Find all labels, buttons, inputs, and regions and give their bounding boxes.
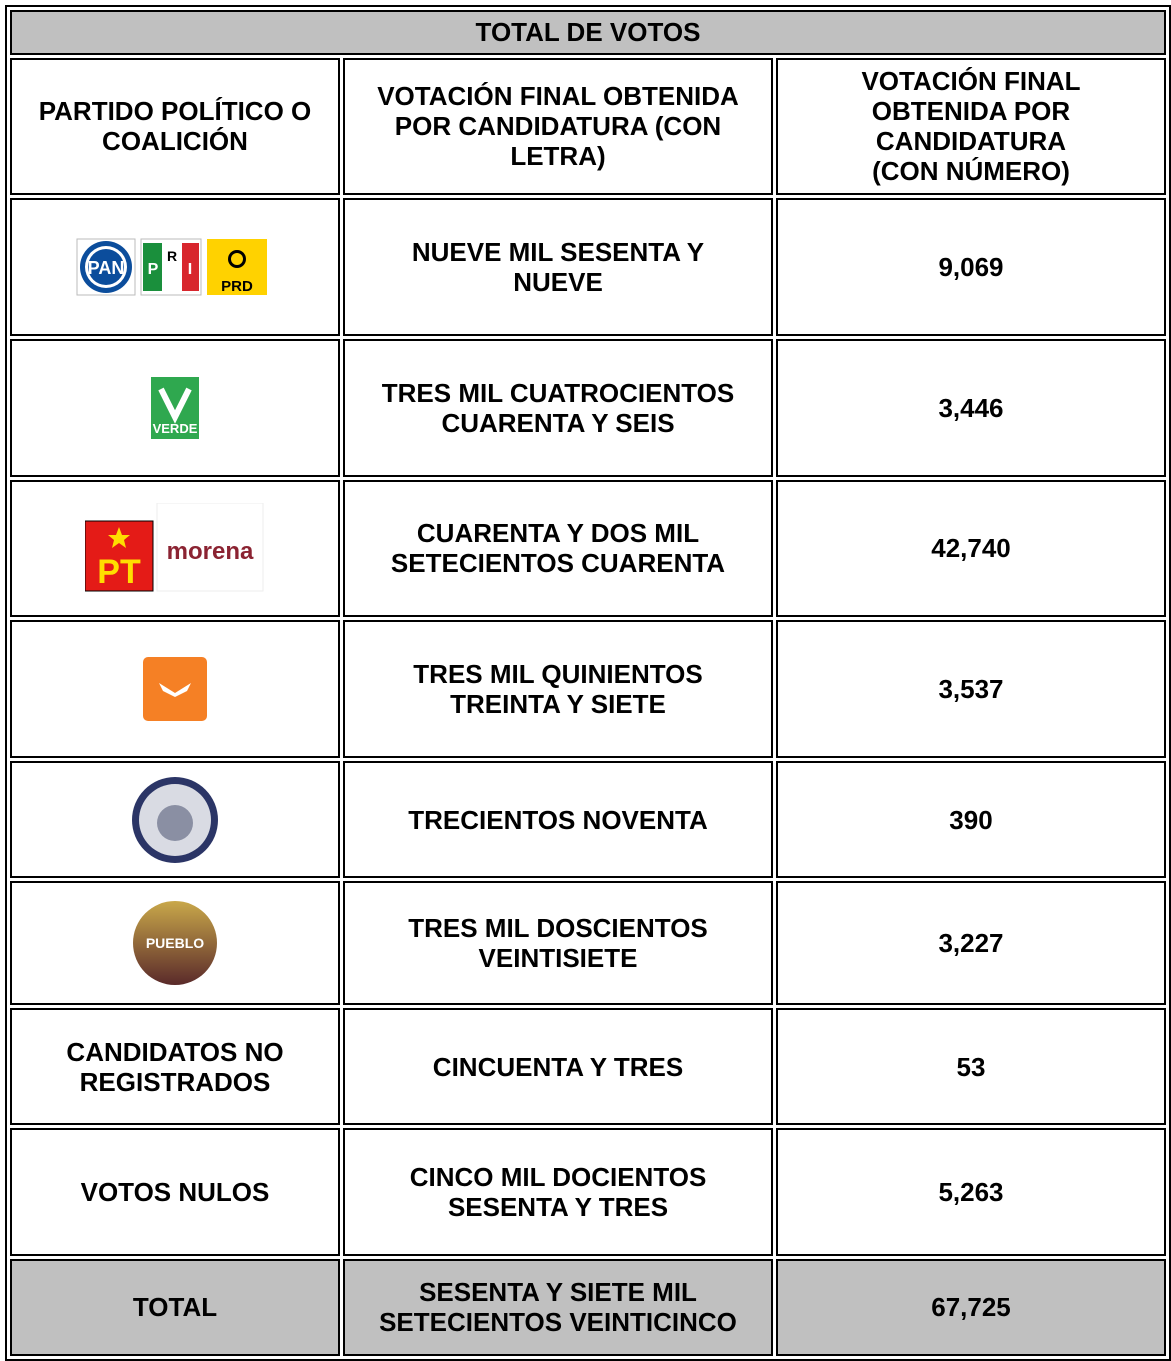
total-number: 67,725 [776, 1258, 1166, 1356]
header: VOTACIÓN FINAL OBTENIDA POR CANDIDATURA … [776, 57, 1166, 196]
coalition-logo: PAN P R I PRD [76, 238, 267, 296]
party-cell: PUEBLO [10, 881, 340, 1005]
party-cell: VERDE [10, 338, 340, 477]
verde-logo: VERDE [151, 376, 199, 439]
logo-text: VERDE [153, 421, 198, 436]
party-cell: PT morena [10, 479, 340, 618]
party-cell [10, 760, 340, 879]
letters-cell: TRECIENTOS NOVENTA [343, 760, 773, 879]
table-title: TOTAL DE VOTOS [10, 10, 1166, 55]
party-cell: CANDIDATOS NO REGISTRADOS [10, 1007, 340, 1126]
letters-cell: CINCO MIL DOCIENTOS SESENTA Y TRES [343, 1128, 773, 1256]
logo-text: I [188, 261, 192, 278]
logo-text: R [167, 248, 177, 264]
party-cell [10, 620, 340, 758]
number-cell: 42,740 [776, 479, 1166, 618]
party-cell: PAN P R I PRD [10, 198, 340, 336]
letters-cell: TRES MIL DOSCIENTOS VEINTISIETE [343, 881, 773, 1005]
logo-text: PUEBLO [146, 935, 204, 951]
letters-cell: NUEVE MIL SESENTA Y NUEVE [343, 198, 773, 336]
number-cell: 390 [776, 760, 1166, 879]
number-cell: 9,069 [776, 198, 1166, 336]
total-letters: SESENTA Y SIETE MIL SETECIENTOS VEINTICI… [343, 1258, 773, 1356]
number-cell: 3,227 [776, 881, 1166, 1005]
letters-cell: CUARENTA Y DOS MIL SETECIENTOS CUARENTA [343, 479, 773, 618]
logo-text: PT [97, 553, 141, 591]
letters-cell: TRES MIL CUATROCIENTOS CUARENTA Y SEIS [343, 338, 773, 477]
number-cell: 5,263 [776, 1128, 1166, 1256]
logo-text: PRD [221, 278, 253, 295]
pt-morena-logo: PT morena [85, 503, 264, 592]
pueblo-logo: PUEBLO [133, 901, 217, 986]
number-cell: 3,446 [776, 338, 1166, 477]
results-table: TOTAL DE VOTOS PARTIDO POLÍTICO O COALIC… [5, 5, 1171, 1361]
logo-text: morena [167, 538, 254, 565]
total-label: TOTAL [10, 1258, 340, 1356]
letters-cell: TRES MIL QUINIENTOS TREINTA Y SIETE [343, 620, 773, 758]
republicano-logo [132, 776, 218, 863]
logo-text: PAN [88, 258, 125, 278]
header: VOTACIÓN FINAL OBTENIDA POR CANDIDATURA … [343, 57, 773, 196]
number-cell: 3,537 [776, 620, 1166, 758]
number-cell: 53 [776, 1007, 1166, 1126]
logo-text: P [148, 261, 159, 278]
party-cell: VOTOS NULOS [10, 1128, 340, 1256]
mc-logo [143, 657, 207, 722]
header: PARTIDO POLÍTICO O COALICIÓN [10, 57, 340, 196]
letters-cell: CINCUENTA Y TRES [343, 1007, 773, 1126]
